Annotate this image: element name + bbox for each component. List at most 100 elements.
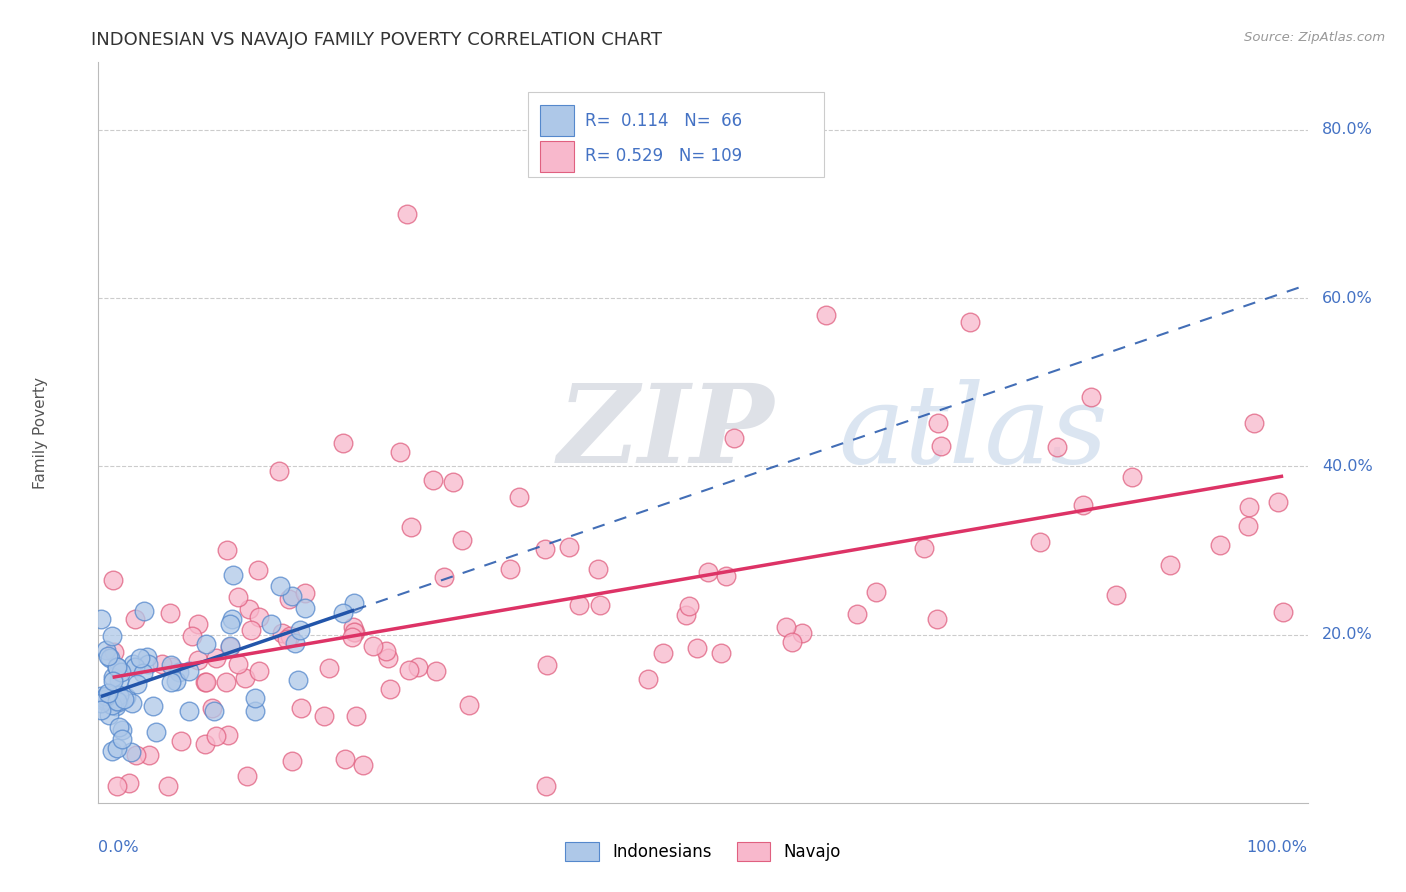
Point (239, 623, 262, 637)
Point (111, 731, 134, 746)
Point (121, 657, 143, 671)
Point (1272, 606, 1295, 620)
Point (269, 464, 291, 478)
Point (284, 636, 307, 650)
Point (156, 779, 179, 793)
Point (457, 698, 479, 712)
Point (193, 737, 215, 751)
Point (276, 632, 298, 646)
Point (94, 642, 117, 657)
Point (159, 606, 181, 620)
Point (280, 755, 302, 769)
Point (247, 610, 270, 624)
Point (131, 665, 153, 680)
Point (278, 591, 301, 606)
Point (271, 625, 294, 640)
Point (716, 569, 738, 583)
Point (710, 646, 733, 660)
Point (249, 665, 271, 679)
Point (97, 648, 120, 663)
Point (425, 664, 447, 678)
Point (90, 611, 112, 625)
Point (652, 647, 675, 661)
Point (91, 693, 114, 707)
Point (1046, 441, 1069, 455)
Point (269, 579, 291, 593)
Point (112, 692, 135, 706)
Point (238, 601, 260, 615)
Point (1159, 558, 1181, 572)
Point (406, 660, 429, 674)
Point (344, 708, 367, 723)
Point (927, 417, 949, 431)
Point (378, 682, 401, 697)
Point (194, 637, 217, 651)
Point (96, 690, 118, 704)
Point (97, 685, 120, 699)
Point (142, 699, 165, 714)
Point (101, 573, 124, 587)
Point (398, 663, 420, 677)
Point (107, 741, 129, 756)
Point (115, 690, 138, 704)
Point (697, 566, 720, 580)
Point (343, 596, 366, 610)
Point (136, 657, 159, 671)
Point (422, 474, 444, 488)
Point (108, 720, 131, 734)
Text: 80.0%: 80.0% (1322, 122, 1374, 137)
Point (814, 308, 837, 322)
Point (243, 690, 266, 705)
Point (588, 599, 610, 613)
Point (534, 541, 557, 556)
Text: ZIP: ZIP (558, 379, 775, 486)
Point (1237, 500, 1260, 515)
Point (352, 758, 374, 772)
Point (865, 585, 887, 599)
Point (1071, 498, 1094, 512)
Point (165, 674, 187, 689)
Text: R=  0.114   N=  66: R= 0.114 N= 66 (585, 112, 741, 130)
Point (110, 665, 132, 679)
Point (344, 624, 367, 639)
Point (637, 672, 659, 686)
Point (169, 665, 191, 679)
Point (534, 779, 557, 793)
Point (375, 643, 398, 657)
Point (377, 650, 399, 665)
Point (120, 745, 142, 759)
Point (278, 629, 301, 643)
Point (105, 694, 128, 708)
Point (1237, 518, 1260, 533)
Point (929, 439, 952, 453)
Point (389, 445, 412, 459)
Point (959, 315, 981, 329)
Point (103, 645, 125, 659)
Point (557, 540, 579, 554)
Point (675, 608, 697, 623)
Point (90, 690, 112, 704)
Point (686, 640, 709, 655)
Point (101, 629, 124, 643)
Legend: Indonesians, Navajo: Indonesians, Navajo (565, 842, 841, 861)
Point (177, 664, 200, 678)
Point (1243, 416, 1265, 430)
Point (138, 747, 160, 762)
Point (205, 729, 228, 743)
Point (125, 747, 148, 762)
Point (1267, 495, 1289, 509)
Point (145, 725, 167, 739)
Point (312, 709, 335, 723)
Point (124, 660, 146, 674)
Point (243, 704, 266, 718)
Point (342, 630, 364, 644)
Point (94, 692, 117, 706)
Point (97, 707, 120, 722)
Point (294, 586, 316, 600)
Point (135, 650, 157, 665)
Point (790, 626, 813, 640)
Point (236, 769, 259, 783)
Point (221, 568, 243, 582)
Point (678, 599, 700, 613)
Point (98, 650, 121, 665)
